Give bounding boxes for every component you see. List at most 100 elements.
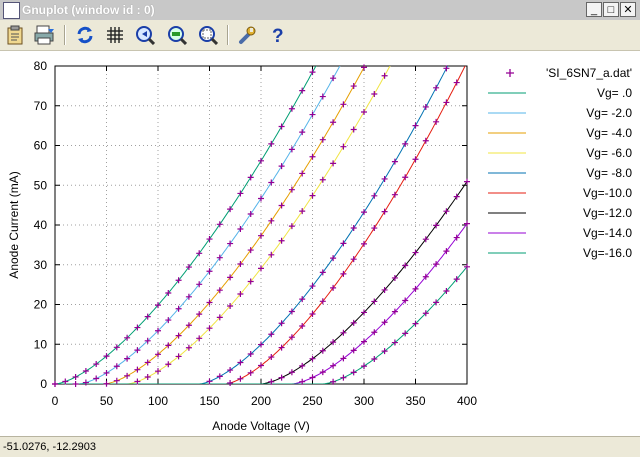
- data-point: [330, 75, 337, 82]
- data-point: [124, 372, 131, 379]
- plot-area[interactable]: 0 50 100 150 200 250 300 350 400 0 10 20 30 40 50 60 70 8…: [0, 51, 640, 436]
- data-point: [175, 332, 182, 339]
- x-axis-label: Anode Voltage (V): [212, 419, 309, 433]
- data-point: [391, 191, 398, 198]
- data-point: [247, 369, 254, 376]
- grid-icon[interactable]: [103, 23, 127, 47]
- legend-label-1: Vg= .0: [597, 86, 632, 100]
- data-point: [206, 378, 213, 385]
- help-icon[interactable]: ?: [266, 23, 290, 47]
- data-point: [453, 193, 460, 200]
- data-point: [309, 69, 316, 76]
- data-point: [247, 210, 254, 217]
- curve-9: [55, 266, 467, 384]
- data-point: [82, 368, 89, 375]
- data-point: [361, 240, 367, 247]
- data-point: [155, 368, 161, 375]
- data-point: [227, 380, 234, 387]
- data-point: [464, 220, 470, 227]
- data-point: [319, 176, 326, 183]
- zoom-previous-icon[interactable]: [133, 23, 157, 47]
- data-point: [361, 363, 367, 370]
- toolbar: ?: [0, 20, 640, 51]
- toolbar-separator: [64, 25, 66, 45]
- data-point: [340, 270, 347, 277]
- data-point: [124, 355, 131, 362]
- data-point: [237, 291, 244, 298]
- data-point: [309, 283, 316, 290]
- data-point: [185, 293, 192, 300]
- data-point: [433, 118, 440, 125]
- data-point: [247, 247, 254, 254]
- data-point: [103, 369, 110, 376]
- y-tick-label: 10: [34, 337, 48, 351]
- data-point: [93, 361, 100, 368]
- data-point: [299, 170, 306, 177]
- data-point: [268, 331, 275, 338]
- y-axis-label: Anode Current (mA): [7, 171, 21, 278]
- clipboard-icon[interactable]: [3, 23, 27, 47]
- data-point: [206, 325, 213, 332]
- data-point: [371, 192, 378, 199]
- legend-label-8: Vg=-14.0: [583, 226, 632, 240]
- data-point: [361, 309, 367, 316]
- data-point: [350, 347, 357, 354]
- data-point: [227, 274, 234, 281]
- zoom-icon[interactable]: [196, 23, 220, 47]
- data-point: [134, 347, 141, 354]
- data-point: [412, 156, 419, 163]
- data-point: [247, 350, 254, 357]
- options-icon[interactable]: [235, 23, 259, 47]
- data-point: [412, 320, 419, 327]
- data-point: [443, 208, 450, 215]
- zoom-next-icon[interactable]: [165, 23, 189, 47]
- status-bar: -51.0276, -12.2903: [0, 436, 640, 457]
- data-point: [103, 380, 110, 387]
- data-point: [299, 322, 306, 329]
- minimize-button[interactable]: _: [586, 2, 602, 17]
- data-point: [309, 111, 316, 118]
- data-point: [402, 330, 409, 337]
- x-tick-label: 250: [302, 394, 322, 408]
- data-point: [288, 186, 295, 193]
- title-bar[interactable]: Gnuplot (window id : 0) _ □ ✕: [0, 0, 640, 21]
- data-point: [103, 353, 110, 360]
- x-tick-label: 0: [52, 394, 59, 408]
- data-point: [299, 208, 306, 215]
- data-point: [330, 160, 337, 167]
- data-point: [196, 250, 203, 257]
- y-tick-label: 60: [34, 139, 48, 153]
- data-point: [340, 143, 347, 150]
- x-tick-label: 300: [354, 394, 374, 408]
- close-button[interactable]: ✕: [620, 2, 636, 17]
- data-point: [113, 363, 120, 370]
- data-point: [350, 126, 357, 133]
- legend-label-5: Vg= -8.0: [586, 166, 632, 180]
- data-point: [299, 362, 306, 369]
- anode-characteristics-chart: 0 50 100 150 200 250 300 350 400 0 10 20 30 40 50 60 70 8…: [7, 59, 632, 433]
- data-point: [237, 375, 244, 382]
- x-tick-label: 100: [148, 394, 168, 408]
- data-point: [155, 351, 161, 358]
- data-point: [371, 355, 378, 362]
- x-tick-label: 50: [100, 394, 114, 408]
- data-point: [361, 338, 367, 345]
- data-point: [299, 378, 306, 385]
- data-point: [330, 362, 337, 369]
- data-point: [464, 263, 470, 270]
- print-icon[interactable]: [33, 23, 57, 47]
- data-point: [402, 297, 409, 304]
- data-point: [453, 234, 460, 241]
- data-point: [268, 378, 275, 385]
- data-point: [227, 303, 234, 310]
- data-point: [288, 223, 295, 230]
- data-point: [433, 261, 440, 268]
- maximize-button[interactable]: □: [603, 2, 619, 17]
- data-point: [422, 103, 429, 110]
- data-point: [155, 327, 161, 334]
- data-point: [288, 308, 295, 315]
- refresh-icon[interactable]: [73, 23, 97, 47]
- x-tick-label: 150: [199, 394, 219, 408]
- data-point: [258, 341, 264, 348]
- data-point: [402, 174, 409, 181]
